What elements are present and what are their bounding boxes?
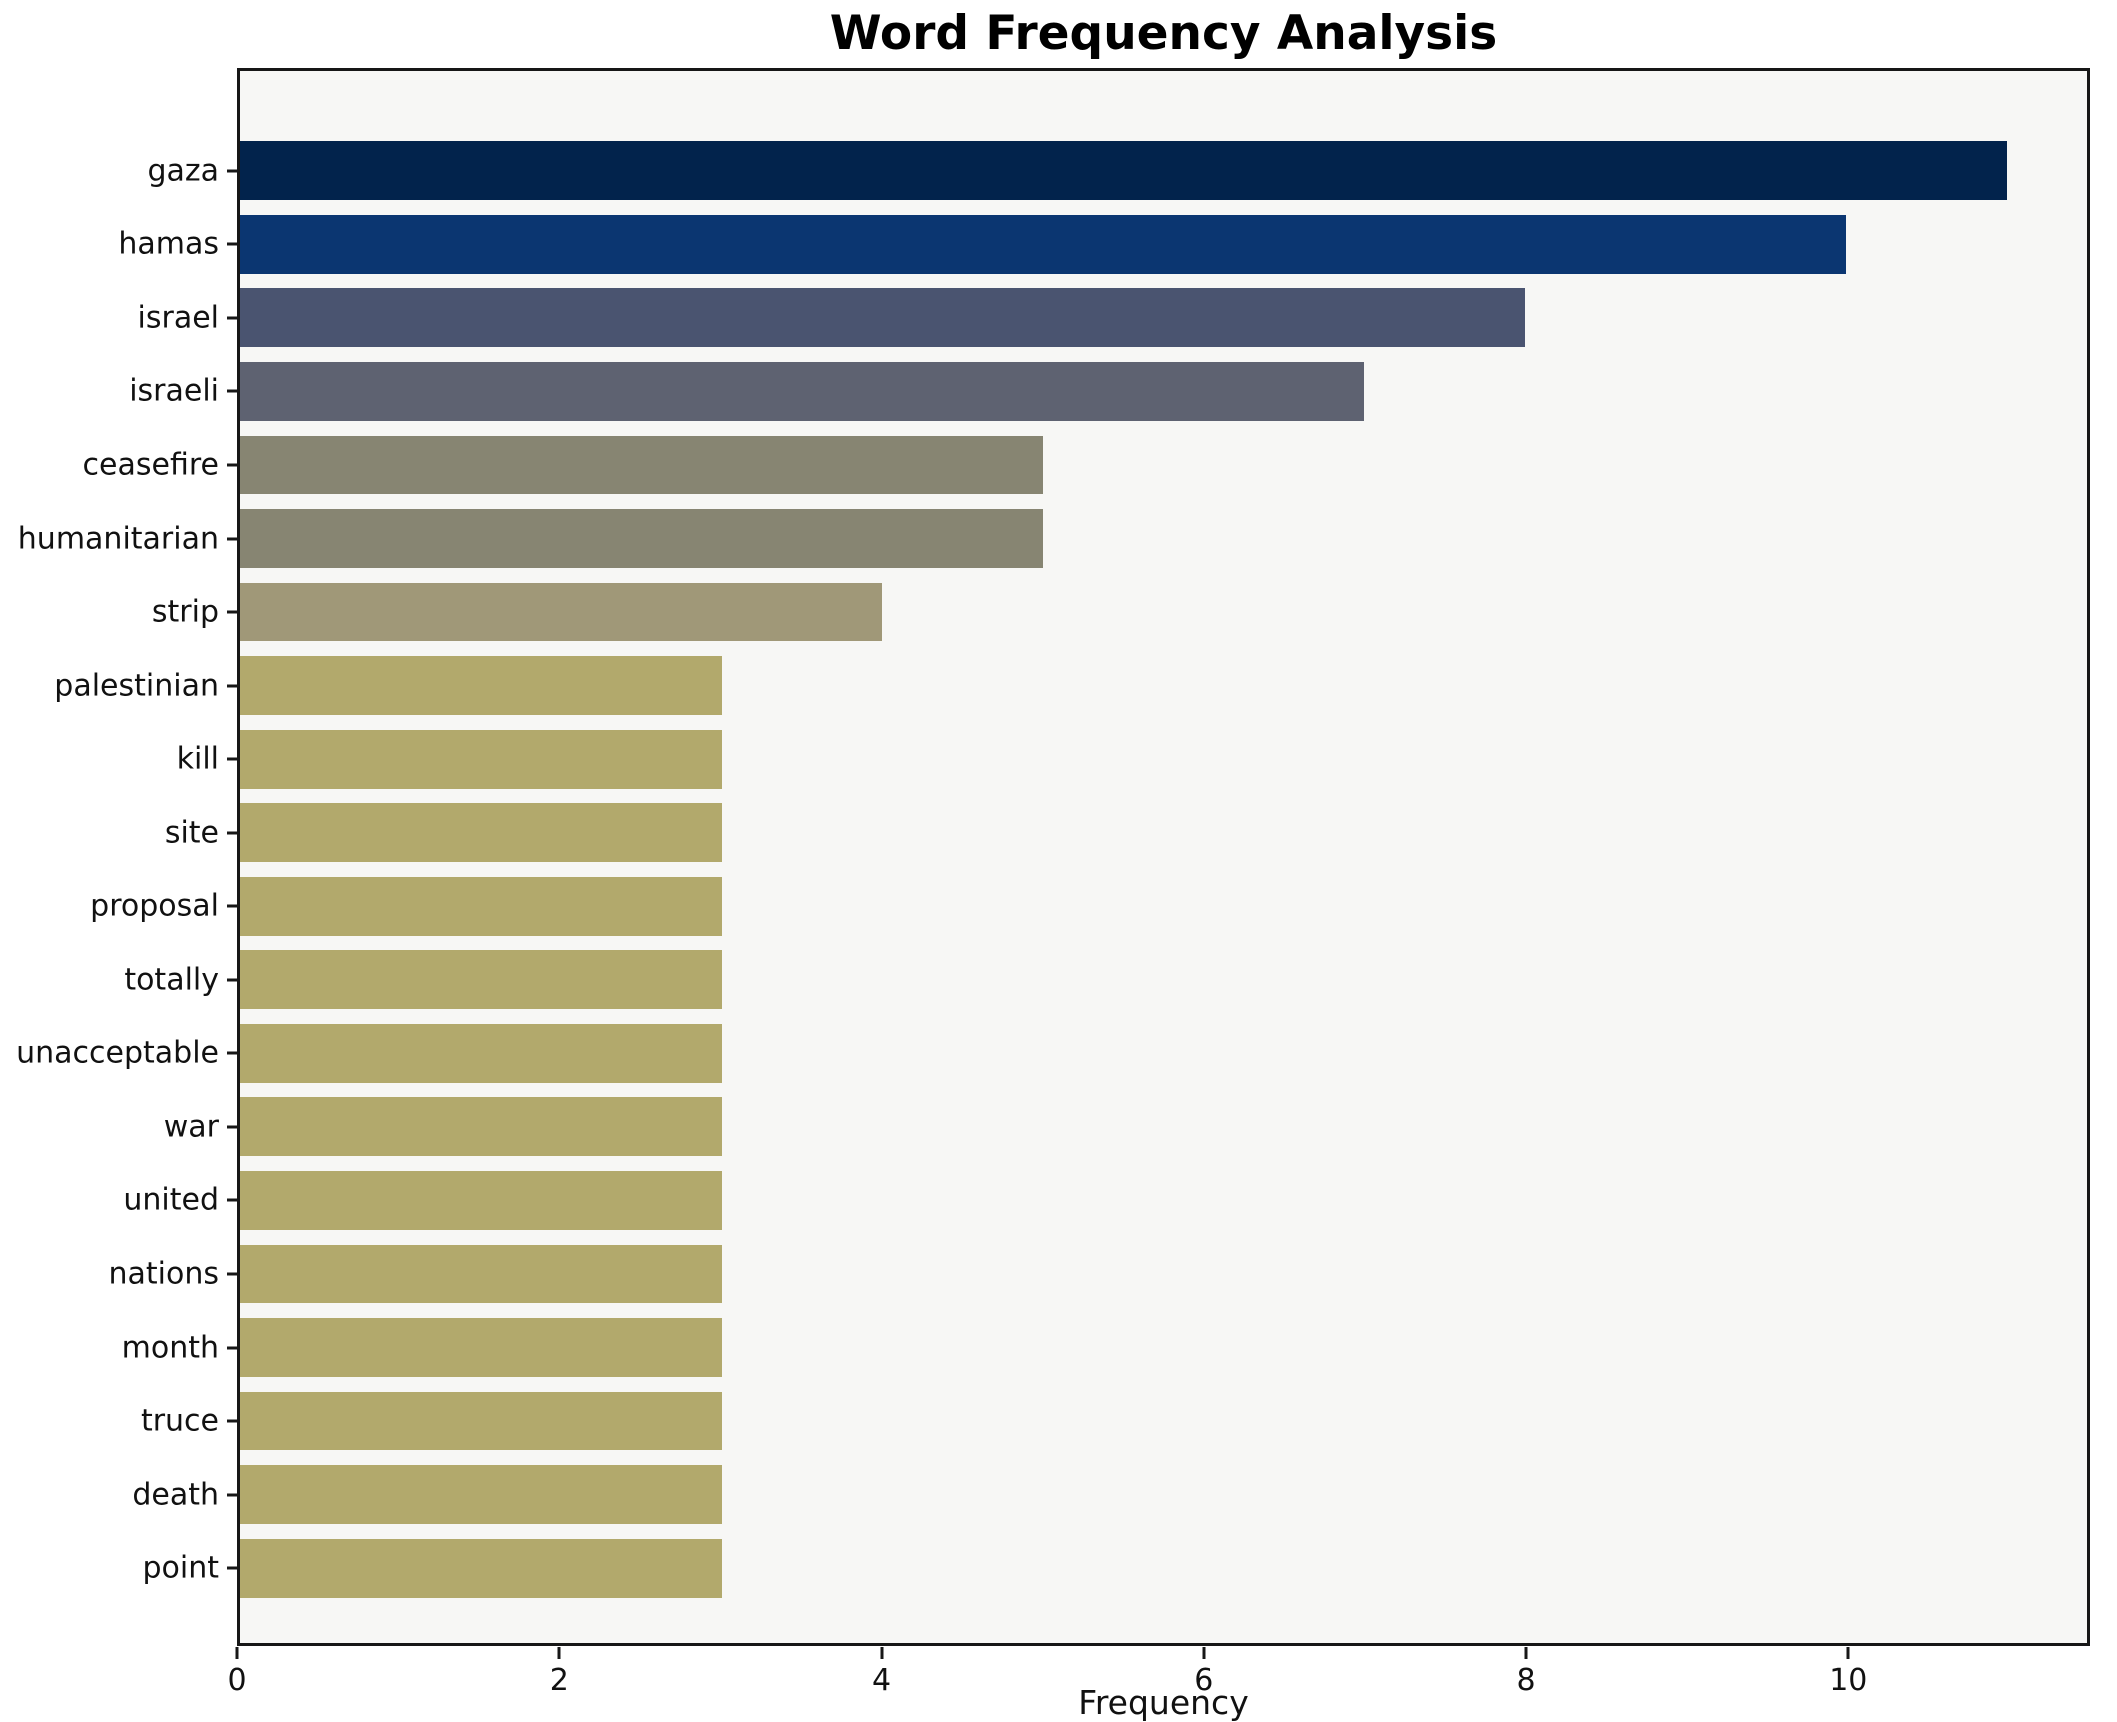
plot-area: gaza hamas israel israeli ceasefire humanitar… <box>16 68 2090 1646</box>
bar-row: point <box>142 1531 2087 1605</box>
bar-row: palestinian <box>54 649 2087 723</box>
y-tick-label: site <box>164 815 219 851</box>
y-tick-mark <box>227 463 238 467</box>
bar-row: totally <box>124 943 2087 1017</box>
bar-row: nations <box>109 1237 2087 1311</box>
x-tick-mark <box>235 1647 239 1659</box>
y-tick-label: israel <box>137 300 219 336</box>
bars-container: gaza hamas israel israeli ceasefire humanitar… <box>16 134 2087 1605</box>
bar-row: united <box>123 1164 2087 1238</box>
bar-row: israeli <box>129 355 2087 429</box>
y-tick-mark <box>227 610 238 614</box>
y-tick-label: israeli <box>129 373 219 409</box>
bar <box>240 1023 722 1083</box>
y-tick-mark <box>227 1566 238 1570</box>
y-tick-mark <box>227 904 238 908</box>
y-tick-label: war <box>163 1109 219 1145</box>
y-tick-label: unacceptable <box>16 1035 219 1071</box>
x-tick-mark <box>880 1647 884 1659</box>
x-tick-mark <box>1846 1647 1850 1659</box>
y-tick-mark <box>227 537 238 540</box>
x-tick-label: 2 <box>549 1663 569 1698</box>
bar <box>240 435 1044 495</box>
y-tick-label: proposal <box>90 888 219 924</box>
y-tick-mark <box>227 1051 238 1055</box>
x-tick-mark <box>1202 1647 1206 1659</box>
bar <box>240 1318 722 1377</box>
bar-row: kill <box>177 722 2087 796</box>
bar-row: unacceptable <box>16 1017 2087 1091</box>
y-tick-mark <box>227 1125 238 1129</box>
bar-row: ceasefire <box>83 428 2087 502</box>
y-tick-label: kill <box>176 741 219 777</box>
y-tick-label: united <box>123 1182 219 1218</box>
y-tick-mark <box>227 242 238 246</box>
bar <box>240 876 722 936</box>
bar-row: strip <box>152 575 2087 649</box>
bar <box>240 950 722 1010</box>
bar-row: death <box>132 1458 2087 1532</box>
y-tick-label: palestinian <box>54 668 219 704</box>
bar <box>240 803 722 863</box>
y-tick-mark <box>227 1198 238 1202</box>
y-tick-mark <box>227 1493 238 1497</box>
x-axis-label: Frequency <box>1078 1683 1249 1722</box>
y-tick-label: strip <box>151 594 219 630</box>
y-tick-mark <box>227 684 238 688</box>
x-tick-mark <box>557 1647 561 1659</box>
y-tick-label: death <box>132 1477 219 1513</box>
bar <box>240 214 1847 274</box>
bar-row: month <box>122 1311 2087 1385</box>
y-tick-label: totally <box>124 962 219 998</box>
y-tick-label: ceasefire <box>82 447 219 483</box>
x-tick-label: 0 <box>227 1663 247 1698</box>
bar <box>240 362 1365 421</box>
bar-row: war <box>164 1090 2087 1164</box>
y-tick-label: month <box>121 1330 219 1366</box>
bar-row: proposal <box>90 869 2087 943</box>
x-tick-label: 4 <box>871 1663 892 1698</box>
y-tick-label: truce <box>140 1403 219 1439</box>
x-tick-label: 8 <box>1516 1663 1536 1698</box>
bar <box>240 1097 722 1157</box>
x-tick-label: 10 <box>1829 1663 1868 1698</box>
bar <box>240 509 1044 568</box>
y-tick-label: humanitarian <box>17 521 219 556</box>
bar <box>240 1244 722 1304</box>
y-tick-mark <box>227 1346 238 1350</box>
y-tick-mark <box>227 316 238 320</box>
x-tick-label: 6 <box>1194 1663 1214 1698</box>
y-tick-label: point <box>142 1550 219 1586</box>
y-tick-mark <box>227 169 238 173</box>
y-tick-mark <box>227 389 238 393</box>
y-tick-mark <box>227 1419 238 1423</box>
bar <box>240 141 2007 201</box>
y-tick-mark <box>227 831 238 835</box>
bar <box>240 1538 722 1598</box>
bar-row: israel <box>138 281 2087 355</box>
bar <box>240 582 883 642</box>
bar <box>240 1465 722 1525</box>
bar <box>240 1391 722 1451</box>
y-tick-mark <box>227 757 238 761</box>
y-tick-label: nations <box>108 1256 220 1292</box>
bar <box>240 729 722 789</box>
bar <box>240 288 1525 348</box>
y-tick-mark <box>227 978 238 982</box>
bar-row: gaza <box>147 134 2087 208</box>
y-tick-label: hamas <box>118 226 219 262</box>
bar-row: truce <box>141 1384 2087 1458</box>
y-tick-label: gaza <box>147 153 219 189</box>
y-tick-mark <box>227 1272 238 1276</box>
bar-row: site <box>165 796 2087 870</box>
bar-row: humanitarian <box>18 502 2087 576</box>
bar <box>240 656 722 716</box>
bar <box>240 1171 722 1230</box>
x-tick-mark <box>1524 1647 1528 1659</box>
chart-title: Word Frequency Analysis <box>829 6 1498 61</box>
bar-row: hamas <box>118 208 2087 282</box>
